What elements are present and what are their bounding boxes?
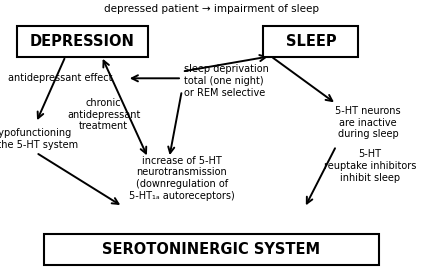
Text: 5-HT neurons
are inactive
during sleep: 5-HT neurons are inactive during sleep [335, 106, 401, 139]
Text: DEPRESSION: DEPRESSION [30, 34, 135, 49]
Text: SLEEP: SLEEP [286, 34, 336, 49]
Text: antidepressant effect: antidepressant effect [8, 73, 112, 83]
Text: chronic
antidepressant
treatment: chronic antidepressant treatment [67, 98, 140, 131]
Text: increase of 5-HT
neurotransmission
(downregulation of
5-HT₁ₐ autoreceptors): increase of 5-HT neurotransmission (down… [129, 156, 235, 201]
FancyBboxPatch shape [263, 26, 358, 58]
Text: hypofunctioning
of the 5-HT system: hypofunctioning of the 5-HT system [0, 128, 78, 150]
Text: 5-HT
reuptake inhibitors
inhibit sleep: 5-HT reuptake inhibitors inhibit sleep [324, 150, 416, 183]
Text: depressed patient → impairment of sleep: depressed patient → impairment of sleep [104, 4, 319, 15]
Text: SEROTONINERGIC SYSTEM: SEROTONINERGIC SYSTEM [102, 242, 321, 257]
FancyBboxPatch shape [17, 26, 148, 58]
Text: sleep deprivation
total (one night)
or REM selective: sleep deprivation total (one night) or R… [184, 65, 269, 97]
FancyBboxPatch shape [44, 234, 379, 265]
